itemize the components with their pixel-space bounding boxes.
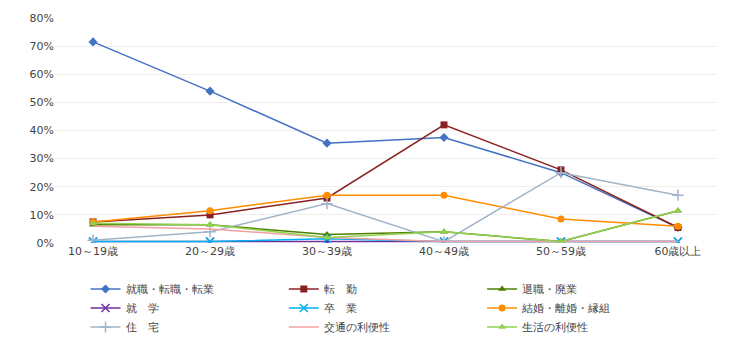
svg-text:就職・転職・転業: 就職・転職・転業: [126, 283, 214, 296]
svg-text:退職・廃業: 退職・廃業: [522, 283, 577, 296]
svg-text:10%: 10%: [30, 209, 54, 222]
svg-text:住 宅: 住 宅: [126, 321, 159, 334]
svg-text:転 勤: 転 勤: [324, 283, 357, 296]
svg-text:0%: 0%: [37, 237, 54, 250]
svg-text:70%: 70%: [30, 40, 54, 53]
svg-text:交通の利便性: 交通の利便性: [324, 321, 390, 334]
svg-text:50～59歳: 50～59歳: [536, 245, 586, 258]
svg-text:40～49歳: 40～49歳: [419, 245, 469, 258]
svg-text:生活の利便性: 生活の利便性: [522, 321, 588, 334]
svg-text:40%: 40%: [30, 124, 54, 137]
svg-text:20%: 20%: [30, 181, 54, 194]
svg-text:80%: 80%: [30, 12, 54, 25]
svg-text:10～19歳: 10～19歳: [68, 245, 118, 258]
svg-text:60歳以上: 60歳以上: [654, 245, 701, 258]
svg-text:結婚・離婚・縁組: 結婚・離婚・縁組: [521, 302, 610, 315]
svg-text:30～39歳: 30～39歳: [302, 245, 352, 258]
svg-text:20～29歳: 20～29歳: [185, 245, 235, 258]
svg-text:卒 業: 卒 業: [324, 302, 357, 315]
svg-text:30%: 30%: [30, 152, 54, 165]
svg-text:就 学: 就 学: [126, 302, 159, 315]
svg-text:50%: 50%: [30, 96, 54, 109]
svg-text:60%: 60%: [30, 68, 54, 81]
